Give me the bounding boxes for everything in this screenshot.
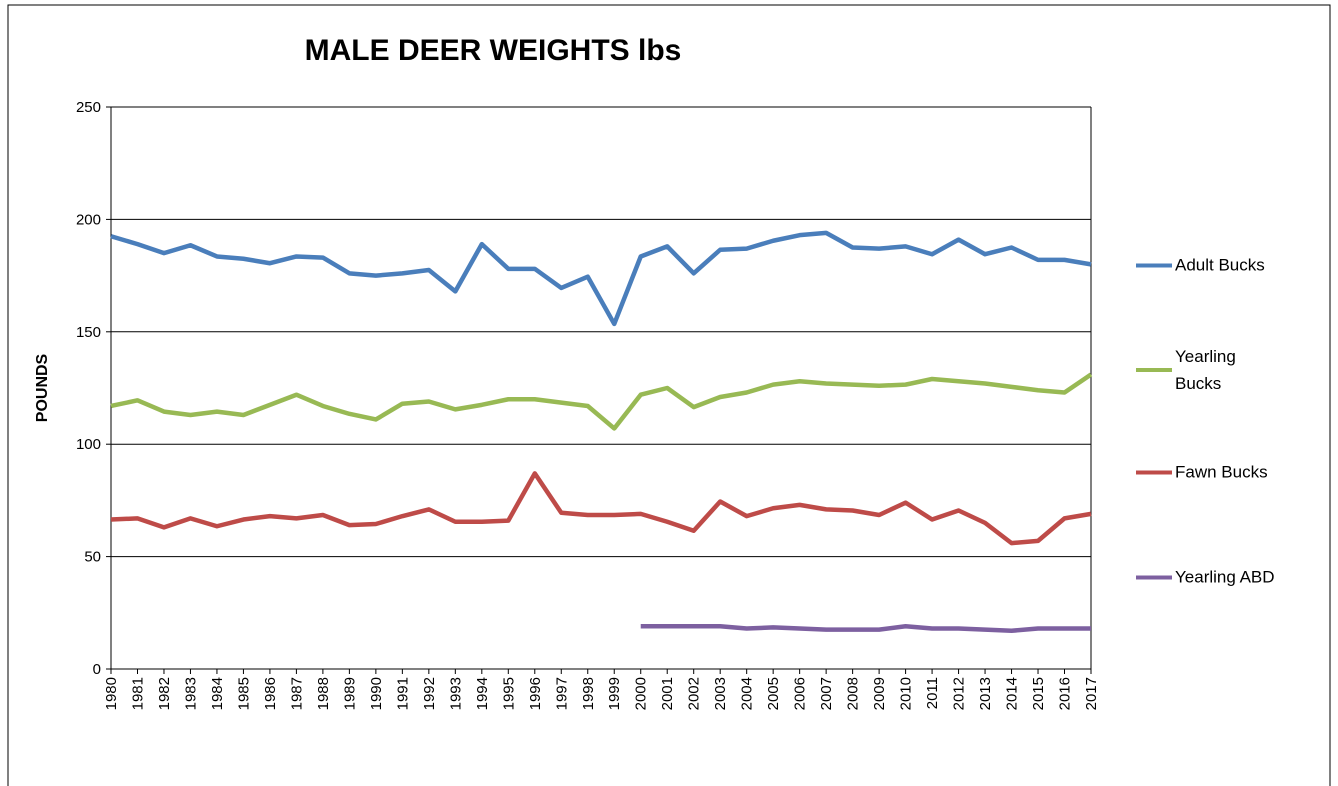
legend-swatch xyxy=(1136,575,1172,579)
x-tick-label: 2012 xyxy=(951,677,968,710)
y-tick-label: 50 xyxy=(84,549,101,566)
x-tick-label: 2003 xyxy=(712,677,729,710)
x-tick-label: 1990 xyxy=(368,677,385,710)
y-tick-label: 0 xyxy=(93,661,101,678)
legend-item: Yearling Bucks xyxy=(1136,343,1283,397)
legend-label: Adult Bucks xyxy=(1175,255,1265,275)
y-tick-label: 250 xyxy=(76,99,101,116)
x-tick-label: 1983 xyxy=(182,677,199,710)
legend-label: Yearling ABD xyxy=(1175,567,1275,587)
series-line xyxy=(640,624,1091,634)
y-tick-label: 150 xyxy=(76,324,101,341)
x-tick-label: 1988 xyxy=(315,677,332,710)
x-tick-label: 2007 xyxy=(818,677,835,710)
legend-label: Yearling Bucks xyxy=(1175,347,1236,393)
x-tick-label: 1995 xyxy=(500,677,517,710)
x-tick-label: 1996 xyxy=(527,677,544,710)
x-tick-label: 1994 xyxy=(474,677,491,710)
legend-item: Yearling ABD xyxy=(1136,564,1283,591)
x-tick-label: 1980 xyxy=(103,677,120,710)
series-line xyxy=(110,230,1092,327)
chart-title: MALE DEER WEIGHTS lbs xyxy=(305,34,682,67)
legend-swatch xyxy=(1136,368,1172,372)
legend-label: Fawn Bucks xyxy=(1175,462,1268,482)
x-tick-label: 2014 xyxy=(1004,677,1021,710)
x-tick-label: 2017 xyxy=(1083,677,1100,710)
x-tick-label: 2001 xyxy=(659,677,676,710)
x-tick-label: 1998 xyxy=(580,677,597,710)
x-tick-label: 1984 xyxy=(209,677,226,710)
x-tick-label: 1986 xyxy=(262,677,279,710)
x-tick-label: 1982 xyxy=(156,677,173,710)
x-tick-label: 2008 xyxy=(845,677,862,710)
x-tick-label: 2002 xyxy=(686,677,703,710)
chart-frame xyxy=(7,4,1331,786)
x-tick-label: 1992 xyxy=(421,677,438,710)
legend-item: Fawn Bucks xyxy=(1136,459,1283,486)
x-tick-label: 1997 xyxy=(553,677,570,710)
x-tick-label: 2009 xyxy=(871,677,888,710)
x-tick-label: 1999 xyxy=(606,677,623,710)
x-tick-label: 1985 xyxy=(235,677,252,710)
x-tick-label: 1989 xyxy=(341,677,358,710)
x-tick-label: 2010 xyxy=(898,677,915,710)
legend-swatch xyxy=(1136,263,1172,267)
series-line xyxy=(110,372,1093,431)
legend-swatch xyxy=(1136,470,1172,474)
x-tick-label: 1981 xyxy=(129,677,146,710)
legend-item: Adult Bucks xyxy=(1136,252,1283,279)
x-tick-label: 2015 xyxy=(1030,677,1047,710)
x-tick-label: 2016 xyxy=(1057,677,1074,710)
series-line xyxy=(110,471,1092,546)
y-tick-label: 200 xyxy=(76,211,101,228)
x-tick-label: 1993 xyxy=(447,677,464,710)
y-axis-label: POUNDS xyxy=(34,353,51,422)
x-tick-label: 1987 xyxy=(288,677,305,710)
x-tick-label: 2000 xyxy=(633,677,650,710)
x-tick-label: 2005 xyxy=(765,677,782,710)
x-tick-label: 2011 xyxy=(924,677,941,709)
y-tick-label: 100 xyxy=(76,436,101,453)
x-tick-label: 2013 xyxy=(977,677,994,710)
x-tick-label: 2004 xyxy=(739,677,756,710)
x-tick-label: 2006 xyxy=(792,677,809,710)
x-tick-label: 1991 xyxy=(394,677,411,710)
